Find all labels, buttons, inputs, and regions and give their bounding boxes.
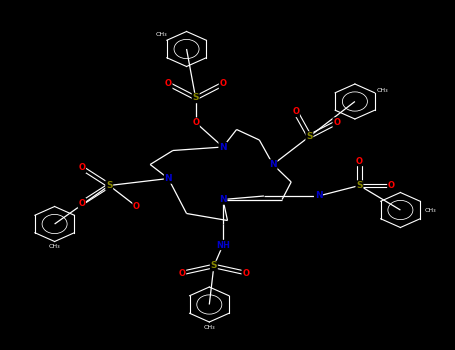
Text: N: N (219, 142, 227, 152)
Text: NH: NH (216, 240, 230, 250)
Text: CH₃: CH₃ (156, 33, 167, 37)
Text: N: N (269, 160, 277, 169)
Text: O: O (192, 118, 199, 127)
Text: O: O (356, 156, 363, 166)
Text: O: O (78, 163, 86, 173)
Text: O: O (133, 202, 140, 211)
Text: O: O (78, 198, 86, 208)
Text: S: S (192, 93, 199, 103)
Text: S: S (306, 132, 313, 141)
Text: O: O (388, 181, 395, 190)
Text: CH₃: CH₃ (203, 325, 215, 330)
Text: S: S (356, 181, 363, 190)
Text: N: N (219, 195, 227, 204)
Text: O: O (219, 79, 227, 89)
Text: O: O (178, 268, 186, 278)
Text: CH₃: CH₃ (376, 89, 388, 93)
Text: N: N (165, 174, 172, 183)
Text: O: O (165, 79, 172, 89)
Text: S: S (106, 181, 112, 190)
Text: O: O (333, 118, 340, 127)
Text: O: O (292, 107, 299, 117)
Text: N: N (315, 191, 322, 201)
Text: CH₃: CH₃ (49, 244, 61, 249)
Text: O: O (242, 268, 249, 278)
Text: S: S (211, 261, 217, 271)
Text: CH₃: CH₃ (424, 208, 436, 212)
